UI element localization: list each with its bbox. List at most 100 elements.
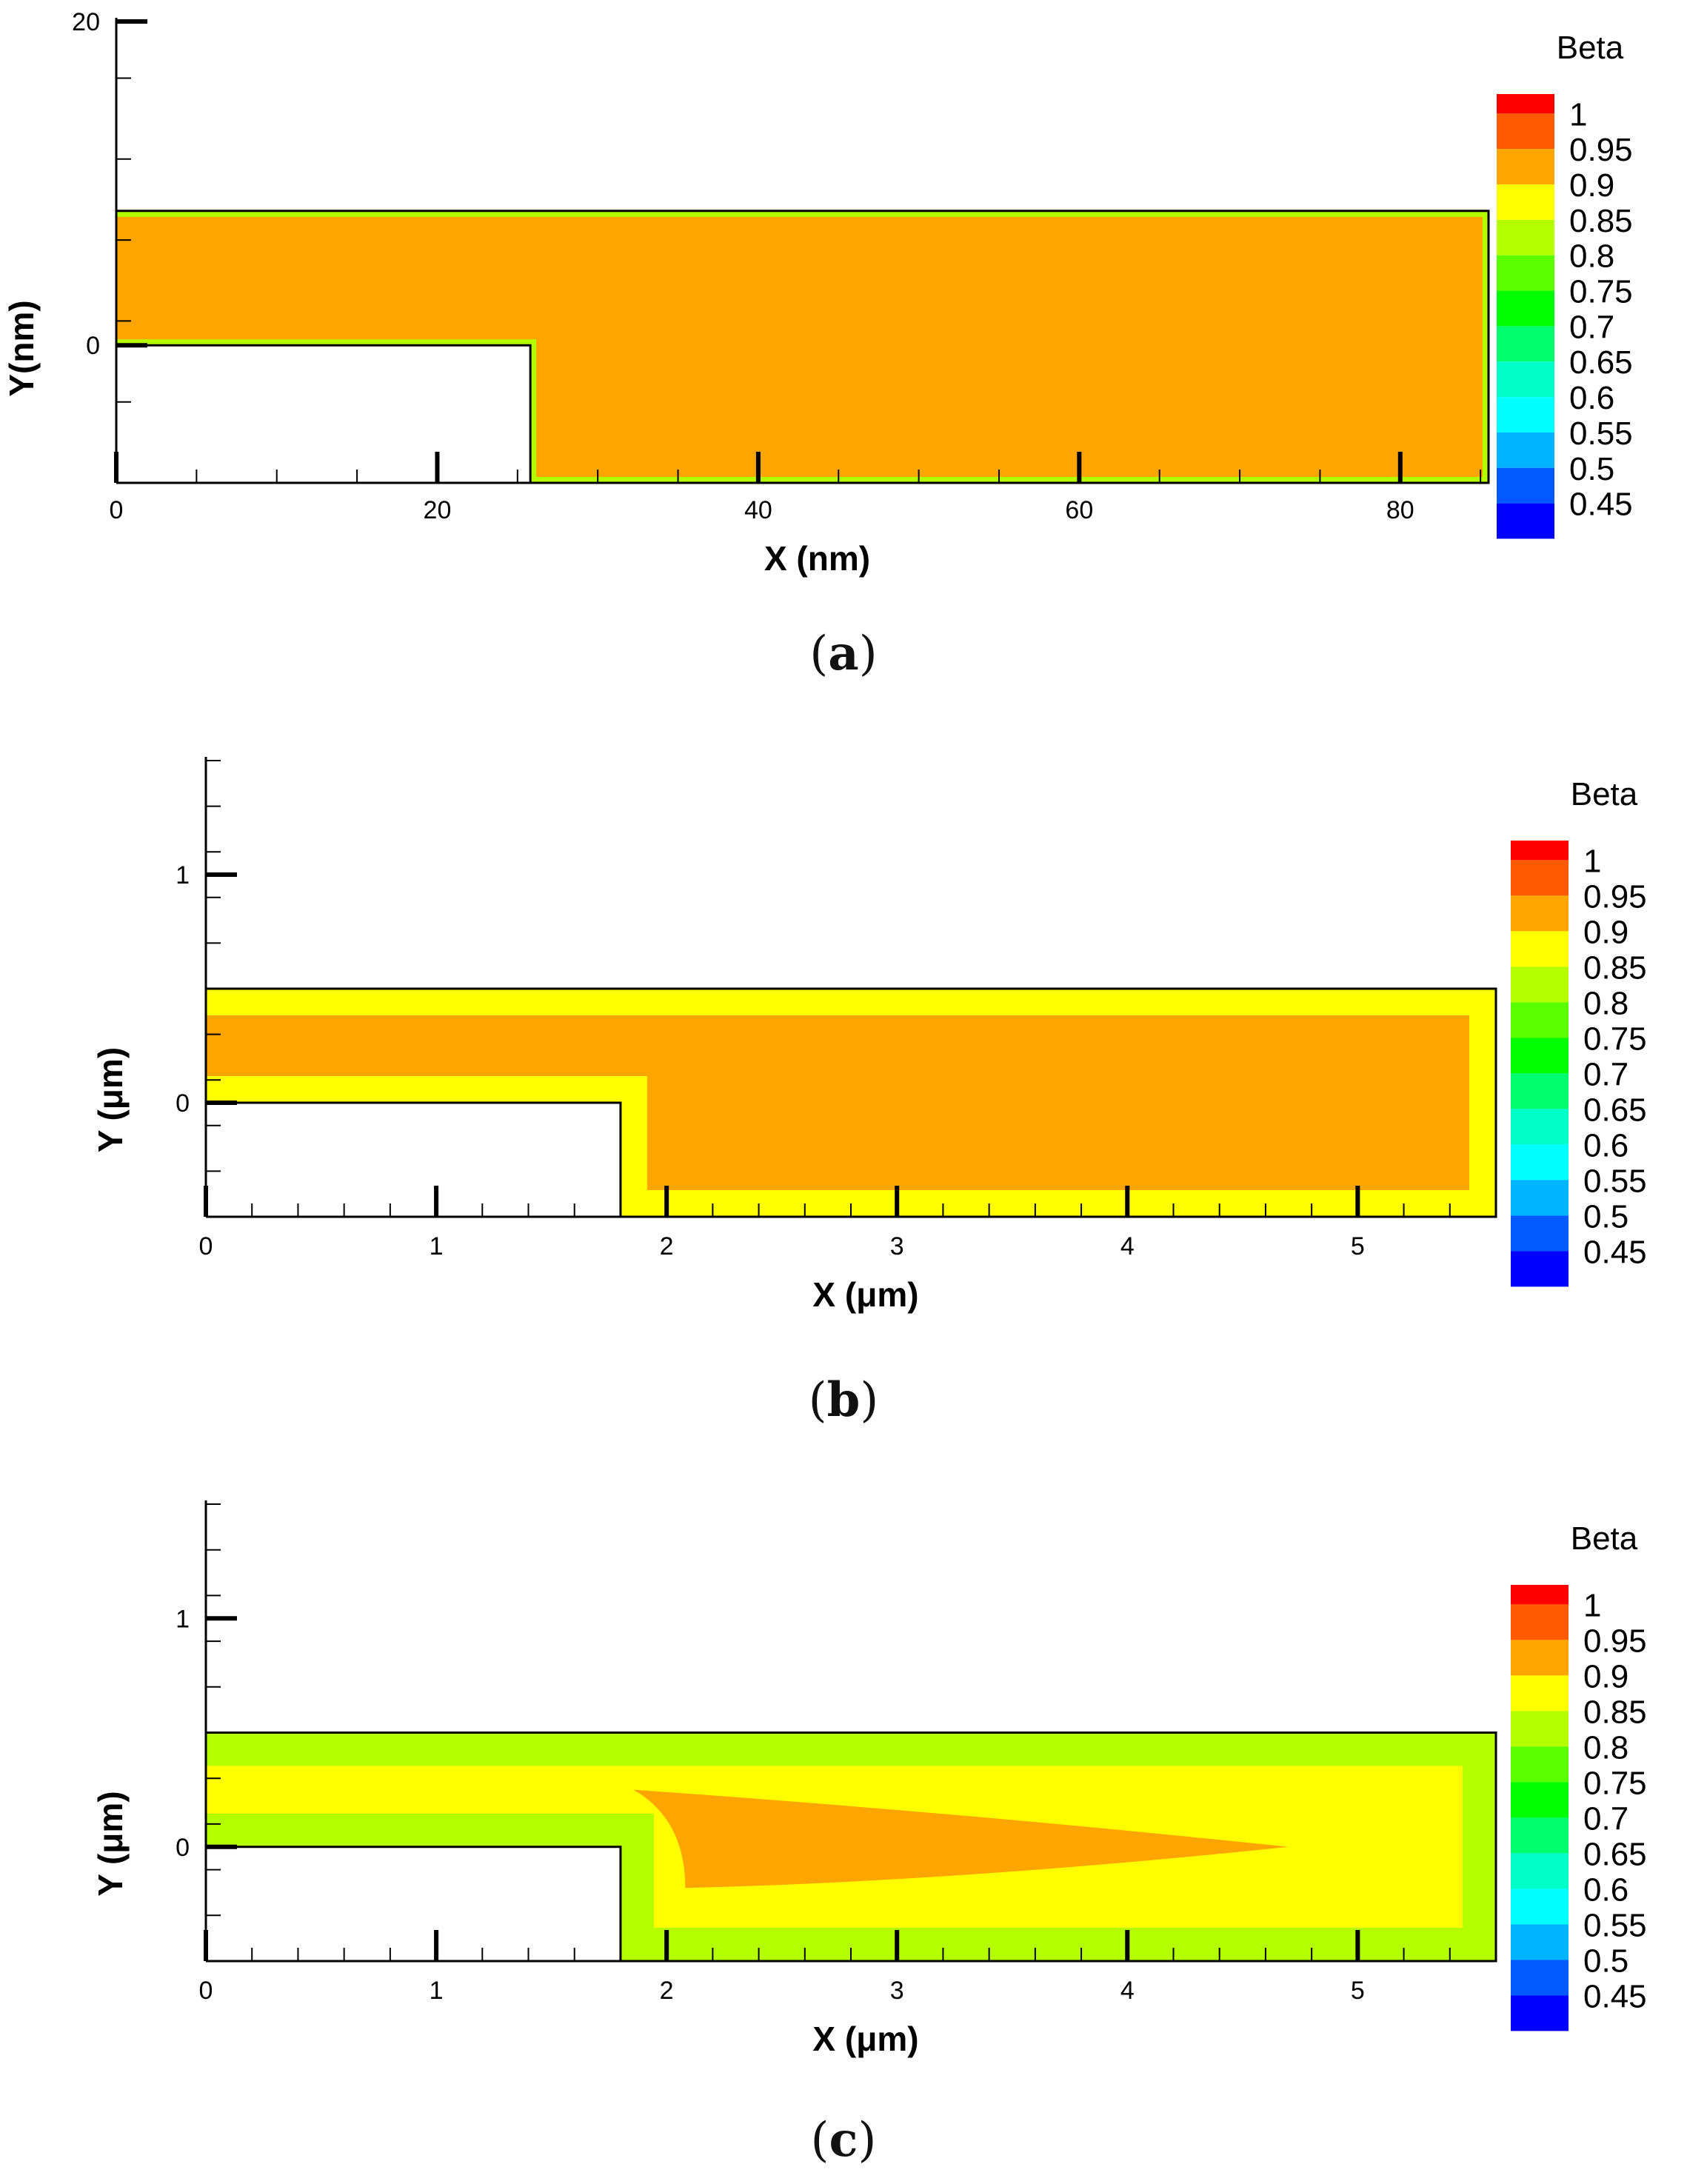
y-tick-label: 0 — [86, 332, 100, 360]
colorbar-level-label: 0.85 — [1583, 1694, 1647, 1730]
contour-layers-b — [206, 989, 1496, 1217]
colorbar-b: 10.950.90.850.80.750.70.650.60.550.50.45… — [1511, 776, 1647, 1287]
y-tick-label: 1 — [176, 1605, 190, 1633]
colorbar-swatch — [1497, 255, 1554, 291]
colorbar-swatch — [1511, 1746, 1569, 1783]
colorbar-level-label: 0.6 — [1583, 1871, 1628, 1908]
colorbar-level-label: 0.75 — [1583, 1021, 1647, 1057]
y-tick-label: 0 — [176, 1834, 190, 1862]
contour-core-0.95 — [633, 1789, 1289, 1889]
x-tick-label: 5 — [1351, 1232, 1365, 1260]
colorbar-level-label: 0.65 — [1569, 344, 1633, 381]
colorbar-level-label: 0.9 — [1569, 167, 1614, 204]
colorbar-swatch — [1511, 1711, 1569, 1747]
x-tick-label: 4 — [1120, 1232, 1135, 1260]
colorbar-swatch — [1511, 1640, 1569, 1676]
y-axis-label: Y (μm) — [91, 1047, 130, 1152]
colorbar-swatch — [1511, 1002, 1569, 1038]
colorbar-level-label: 0.7 — [1583, 1800, 1628, 1837]
colorbar-swatch — [1511, 1144, 1569, 1181]
y-axis-label: Y (μm) — [91, 1791, 130, 1896]
x-tick-label: 3 — [890, 1977, 904, 2005]
colorbar-swatch — [1511, 1960, 1569, 1996]
colorbar-swatch — [1497, 397, 1554, 433]
x-axis-label: X (μm) — [812, 1275, 918, 1314]
colorbar-swatch — [1511, 1585, 1569, 1605]
x-tick-label: 3 — [890, 1232, 904, 1260]
x-tick-label: 2 — [660, 1232, 674, 1260]
colorbar-swatch — [1511, 1251, 1569, 1287]
colorbar-swatch — [1497, 503, 1554, 539]
colorbar-swatch — [1511, 1675, 1569, 1712]
colorbar-a: 10.950.90.850.80.750.70.650.60.550.50.45… — [1497, 30, 1633, 539]
y-tick-label: 0 — [176, 1089, 190, 1118]
colorbar-level-label: 1 — [1569, 96, 1587, 133]
colorbar-c: 10.950.90.850.80.750.70.650.60.550.50.45… — [1511, 1520, 1647, 2031]
panel-caption-c: (c) — [810, 2112, 877, 2168]
colorbar-swatch — [1511, 1995, 1569, 2031]
colorbar-level-label: 0.8 — [1583, 985, 1628, 1021]
y-tick-label: 20 — [72, 8, 100, 36]
colorbar-swatch — [1511, 1180, 1569, 1216]
colorbar-level-label: 0.5 — [1583, 1198, 1628, 1235]
y-tick-label: 1 — [176, 861, 190, 889]
panel-caption-b: (b) — [808, 1372, 879, 1428]
x-tick-label: 40 — [744, 496, 772, 524]
x-axis-label: X (μm) — [812, 2020, 918, 2058]
colorbar-swatch — [1497, 467, 1554, 504]
x-tick-label: 20 — [424, 496, 452, 524]
colorbar-level-label: 0.8 — [1569, 238, 1614, 275]
x-tick-label: 1 — [430, 1977, 444, 2005]
colorbar-swatch — [1511, 1853, 1569, 1889]
colorbar-level-label: 0.5 — [1569, 451, 1614, 487]
colorbar-level-label: 0.6 — [1569, 380, 1614, 416]
colorbar-swatch — [1511, 931, 1569, 967]
colorbar-level-label: 0.45 — [1583, 1978, 1647, 2014]
colorbar-level-label: 0.55 — [1569, 415, 1633, 452]
colorbar-swatch — [1497, 326, 1554, 362]
colorbar-swatch — [1511, 1215, 1569, 1252]
colorbar-swatch — [1511, 895, 1569, 932]
colorbar-level-label: 0.7 — [1569, 309, 1614, 345]
colorbar-title: Beta — [1571, 776, 1638, 812]
contour-bulk-0.95 — [206, 1015, 1469, 1190]
x-tick-label: 4 — [1120, 1977, 1135, 2005]
x-tick-label: 0 — [199, 1232, 213, 1260]
colorbar-swatch — [1511, 860, 1569, 896]
colorbar-title: Beta — [1557, 30, 1624, 66]
colorbar-swatch — [1511, 1889, 1569, 1925]
contour-layers-c — [206, 1732, 1496, 1961]
colorbar-level-label: 0.95 — [1583, 878, 1647, 915]
colorbar-level-label: 0.9 — [1583, 914, 1628, 950]
colorbar-swatch — [1497, 184, 1554, 220]
colorbar-level-label: 0.55 — [1583, 1163, 1647, 1199]
colorbar-swatch — [1497, 290, 1554, 327]
colorbar-swatch — [1511, 1073, 1569, 1109]
panel-caption-a: (a) — [809, 626, 878, 681]
colorbar-level-label: 0.85 — [1583, 949, 1647, 986]
x-tick-label: 80 — [1386, 496, 1414, 524]
colorbar-level-label: 0.85 — [1569, 203, 1633, 239]
y-axis-label: Y(nm) — [2, 300, 41, 396]
colorbar-level-label: 0.65 — [1583, 1092, 1647, 1128]
x-tick-label: 1 — [430, 1232, 444, 1260]
colorbar-level-label: 0.95 — [1583, 1623, 1647, 1659]
colorbar-level-label: 0.75 — [1569, 274, 1633, 310]
colorbar-swatch — [1511, 841, 1569, 861]
colorbar-swatch — [1497, 113, 1554, 150]
x-tick-label: 0 — [110, 496, 124, 524]
colorbar-level-label: 0.65 — [1583, 1836, 1647, 1872]
colorbar-swatch — [1511, 1604, 1569, 1640]
colorbar-swatch — [1497, 94, 1554, 114]
colorbar-swatch — [1511, 1924, 1569, 1960]
contour-bulk-0.95 — [116, 216, 1483, 477]
colorbar-level-label: 0.95 — [1569, 132, 1633, 168]
colorbar-swatch — [1511, 966, 1569, 1003]
colorbar-level-label: 0.45 — [1569, 487, 1633, 523]
colorbar-swatch — [1511, 1038, 1569, 1074]
colorbar-level-label: 0.7 — [1583, 1056, 1628, 1092]
